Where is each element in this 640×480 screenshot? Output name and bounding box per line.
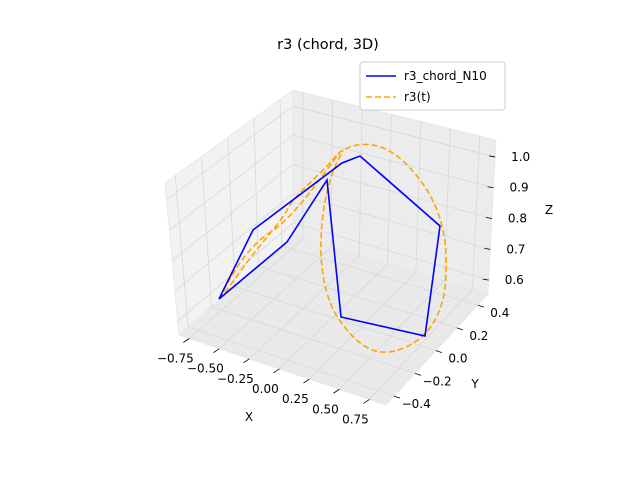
chart-title: r3 (chord, 3D) bbox=[277, 37, 379, 53]
y-tick-mark bbox=[394, 396, 400, 398]
y-tick-label: 0.2 bbox=[469, 329, 488, 343]
legend: r3_chord_N10 r3(t) bbox=[360, 62, 505, 110]
x-tick-mark bbox=[243, 359, 249, 363]
y-axis-label: Y bbox=[470, 377, 479, 391]
y-tick-label: 0.0 bbox=[448, 352, 467, 366]
x-axis-label: X bbox=[245, 410, 253, 424]
z-axis-label: Z bbox=[545, 203, 553, 217]
z-tick-label: 0.7 bbox=[506, 242, 525, 256]
y-tick-mark bbox=[478, 305, 484, 307]
y-tick-mark bbox=[415, 373, 421, 375]
x-tick-mark bbox=[303, 379, 309, 383]
z-tick-label: 1.0 bbox=[511, 150, 530, 164]
x-tick-label: 0.00 bbox=[252, 382, 279, 396]
x-tick-mark bbox=[333, 389, 339, 393]
y-tick-label: −0.2 bbox=[422, 374, 451, 388]
legend-label-chord: r3_chord_N10 bbox=[404, 69, 487, 83]
z-tick-label: 0.9 bbox=[510, 181, 529, 195]
y-tick-label: 0.4 bbox=[490, 306, 509, 320]
x-tick-label: 0.50 bbox=[312, 402, 339, 416]
x-tick-label: 0.25 bbox=[282, 392, 309, 406]
x-tick-mark bbox=[273, 369, 279, 373]
y-tick-mark bbox=[436, 351, 442, 353]
x-tick-mark bbox=[363, 399, 369, 403]
y-tick-label: −0.4 bbox=[402, 397, 431, 411]
x-tick-label: 0.75 bbox=[342, 412, 369, 426]
x-tick-mark bbox=[213, 349, 219, 353]
z-tick-label: 0.6 bbox=[505, 273, 524, 287]
legend-label-curve: r3(t) bbox=[404, 90, 431, 104]
x-tick-mark bbox=[183, 339, 189, 343]
z-tick-label: 0.8 bbox=[508, 212, 527, 226]
y-tick-mark bbox=[457, 328, 463, 330]
x-tick-label: −0.25 bbox=[217, 372, 254, 386]
